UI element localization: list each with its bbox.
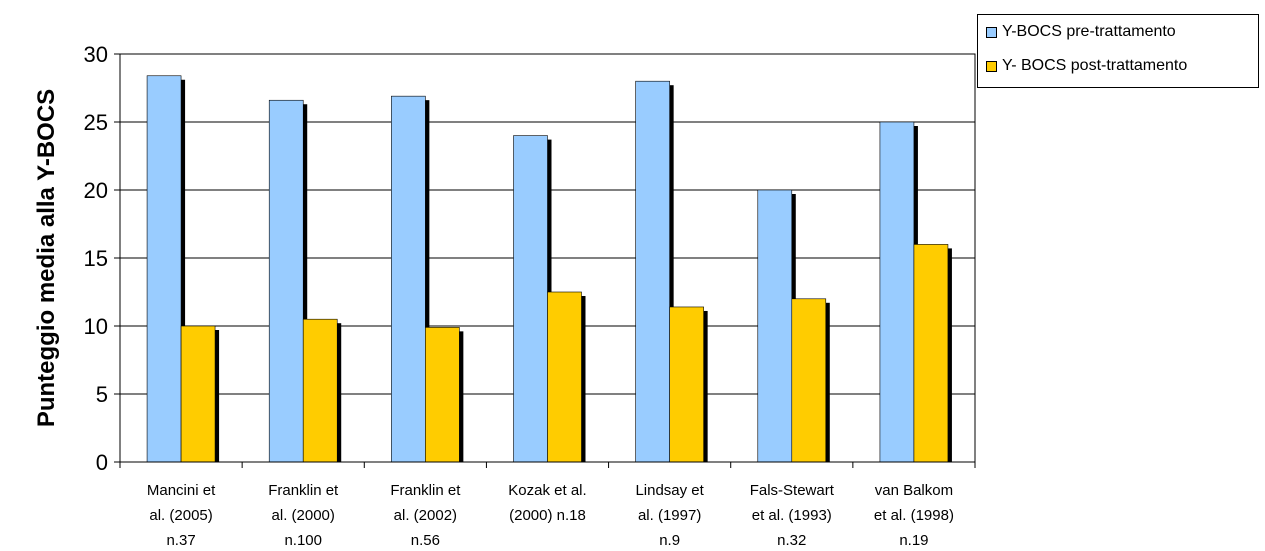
x-category-label: al. (2002) (394, 507, 457, 524)
x-category-label: n.100 (284, 532, 322, 549)
x-category-label: Lindsay et (635, 482, 704, 499)
bar-pre (513, 135, 548, 463)
legend-swatch-post (986, 60, 997, 72)
bar-pre (268, 99, 304, 463)
x-category-label: Franklin et (268, 482, 339, 499)
y-tick-label: 25 (84, 110, 108, 135)
x-tick-labels: Mancini et al. (2005) n.37 Franklin et al. (… (147, 482, 954, 549)
x-category-label: et al. (1998) (874, 507, 954, 524)
axes (114, 53, 976, 468)
y-tick-label: 5 (96, 382, 108, 407)
bar-post (669, 306, 704, 463)
bar-post (180, 325, 216, 463)
gridlines (120, 53, 975, 395)
bar-post (302, 318, 338, 463)
bar-pre (635, 80, 670, 463)
y-axis-label: Punteggio media alla Y-BOCS (33, 89, 60, 427)
legend-label-pre: Y-BOCS pre-trattamento (1002, 23, 1176, 40)
y-tick-label: 15 (84, 246, 108, 271)
legend: Y-BOCS pre-trattamento Y- BOCS post-trat… (977, 14, 1259, 88)
x-category-label: Fals-Stewart (750, 482, 835, 499)
x-category-label: van Balkom (875, 482, 953, 499)
x-category-label: al. (2005) (149, 507, 212, 524)
x-category-label: al. (1997) (638, 507, 701, 524)
x-category-label: n.56 (411, 532, 440, 549)
y-tick-labels: 0 5 10 15 20 25 30 (84, 42, 108, 475)
bar-post (791, 298, 827, 463)
x-category-label: Kozak et al. (508, 482, 586, 499)
x-category-label: al. (2000) (272, 507, 335, 524)
y-tick-label: 10 (84, 314, 108, 339)
legend-label-post: Y- BOCS post-trattamento (1002, 57, 1188, 74)
x-category-label: (2000) n.18 (509, 507, 586, 524)
legend-item-pre: Y-BOCS pre-trattamento (986, 23, 1176, 41)
bar-pre (879, 121, 915, 463)
x-category-label: Mancini et (147, 482, 216, 499)
y-tick-label: 20 (84, 178, 108, 203)
legend-item-post: Y- BOCS post-trattamento (986, 57, 1187, 75)
y-tick-label: 30 (84, 42, 108, 67)
bar-post (913, 244, 949, 463)
legend-swatch-pre (986, 26, 997, 38)
y-tick-label: 0 (96, 450, 108, 475)
x-category-label: Franklin et (390, 482, 461, 499)
bars (146, 75, 952, 463)
bar-post (425, 327, 460, 463)
x-category-label: n.37 (166, 532, 195, 549)
x-category-label: et al. (1993) (752, 507, 832, 524)
bar-pre (146, 75, 182, 463)
bar-pre (757, 189, 793, 463)
bar-pre (391, 95, 426, 463)
x-category-label: n.19 (899, 532, 928, 549)
x-category-label: n.9 (659, 532, 680, 549)
x-category-label: n.32 (777, 532, 806, 549)
bar-post (547, 291, 582, 463)
